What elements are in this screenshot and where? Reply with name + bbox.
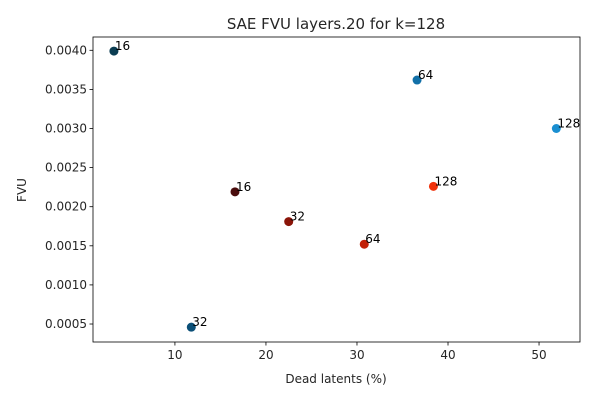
data-point — [412, 75, 422, 85]
data-point — [428, 181, 438, 191]
x-axis: 10 20 30 40 50 — [167, 342, 547, 362]
x-axis-title: Dead latents (%) — [285, 372, 386, 386]
x-tick-label: 20 — [258, 348, 273, 362]
data-point — [284, 217, 294, 227]
point-label: 16 — [236, 180, 251, 194]
data-point — [359, 239, 369, 249]
point-label: 16 — [115, 39, 130, 53]
y-tick-label: 0.0015 — [45, 239, 87, 253]
data-point — [186, 322, 196, 332]
x-tick-label: 10 — [167, 348, 182, 362]
point-label: 32 — [290, 210, 305, 224]
y-tick-label: 0.0005 — [45, 317, 87, 331]
y-axis-title: FVU — [15, 178, 29, 202]
data-point — [109, 46, 119, 56]
point-label: 128 — [434, 174, 457, 188]
data-points: 16 32 64 128 16 32 64 128 — [109, 39, 580, 332]
y-tick-label: 0.0035 — [45, 82, 87, 96]
point-label: 32 — [192, 315, 207, 329]
point-label: 64 — [365, 232, 380, 246]
chart-title: SAE FVU layers.20 for k=128 — [227, 15, 445, 33]
x-tick-label: 50 — [531, 348, 546, 362]
data-point — [230, 187, 240, 197]
plot-frame — [92, 36, 581, 343]
point-label: 128 — [557, 117, 580, 131]
y-tick-label: 0.0010 — [45, 278, 87, 292]
point-label: 64 — [418, 68, 433, 82]
x-tick-label: 40 — [440, 348, 455, 362]
y-tick-label: 0.0040 — [45, 43, 87, 57]
x-tick-label: 30 — [349, 348, 364, 362]
y-tick-label: 0.0025 — [45, 161, 87, 175]
data-point — [551, 124, 561, 133]
y-tick-label: 0.0030 — [45, 122, 87, 136]
y-tick-label: 0.0020 — [45, 200, 87, 214]
y-axis: 0.0005 0.0010 0.0015 0.0020 0.0025 0.0030 0.00… — [45, 43, 93, 331]
